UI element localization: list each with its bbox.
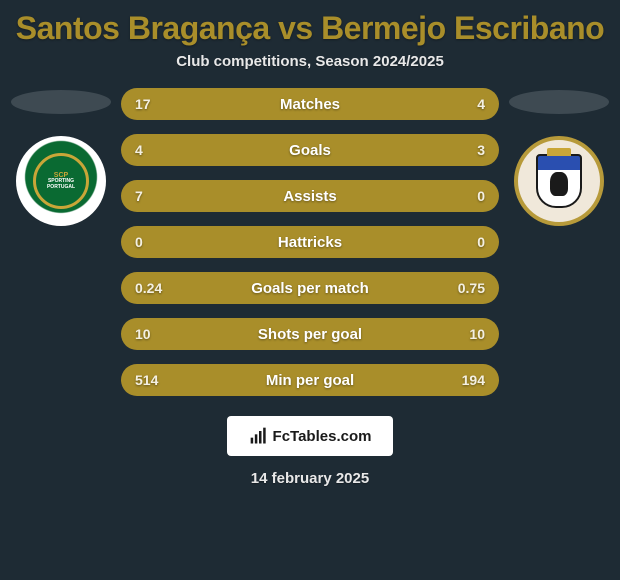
footer: FcTables.com 14 february 2025: [227, 416, 393, 487]
stat-label: Assists: [121, 188, 499, 205]
stat-row: 7Assists0: [121, 180, 499, 212]
left-club-badge: SCP SPORTING PORTUGAL: [16, 136, 106, 226]
stat-row: 0.24Goals per match0.75: [121, 272, 499, 304]
brand-text: FcTables.com: [273, 428, 372, 445]
right-club-badge: [514, 136, 604, 226]
stat-row: 4Goals3: [121, 134, 499, 166]
farense-crest-icon: [536, 154, 582, 208]
comparison-card: Santos Bragança vs Bermejo Escribano Clu…: [0, 0, 620, 580]
stat-right-value: 3: [455, 142, 485, 158]
left-player-column: SCP SPORTING PORTUGAL: [6, 88, 116, 226]
stat-left-value: 0: [135, 234, 165, 250]
right-player-column: [504, 88, 614, 226]
stat-right-value: 0: [455, 234, 485, 250]
season-subtitle: Club competitions, Season 2024/2025: [176, 53, 444, 70]
sporting-crest-icon: SCP SPORTING PORTUGAL: [33, 153, 89, 209]
stat-left-value: 7: [135, 188, 165, 204]
stat-row: 10Shots per goal10: [121, 318, 499, 350]
left-player-photo-placeholder: [11, 90, 111, 114]
stat-row: 514Min per goal194: [121, 364, 499, 396]
stat-right-value: 0: [455, 188, 485, 204]
stat-label: Goals per match: [121, 280, 499, 297]
footer-date: 14 february 2025: [251, 470, 369, 487]
right-player-photo-placeholder: [509, 90, 609, 114]
stat-right-value: 10: [455, 326, 485, 342]
stat-right-value: 4: [455, 96, 485, 112]
stat-label: Shots per goal: [121, 326, 499, 343]
stat-left-value: 0.24: [135, 280, 165, 296]
main-area: SCP SPORTING PORTUGAL 17Matches44Goals37…: [6, 88, 614, 396]
stat-row: 0Hattricks0: [121, 226, 499, 258]
page-title: Santos Bragança vs Bermejo Escribano: [16, 10, 604, 47]
stat-label: Goals: [121, 142, 499, 159]
stat-label: Min per goal: [121, 372, 499, 389]
stat-row: 17Matches4: [121, 88, 499, 120]
stat-left-value: 514: [135, 372, 165, 388]
stat-left-value: 10: [135, 326, 165, 342]
stat-left-value: 17: [135, 96, 165, 112]
bar-chart-icon: [249, 426, 269, 446]
stat-label: Hattricks: [121, 234, 499, 251]
stats-column: 17Matches44Goals37Assists00Hattricks00.2…: [116, 88, 504, 396]
stat-left-value: 4: [135, 142, 165, 158]
stat-right-value: 0.75: [455, 280, 485, 296]
stat-label: Matches: [121, 96, 499, 113]
brand-badge: FcTables.com: [227, 416, 393, 456]
stat-right-value: 194: [455, 372, 485, 388]
